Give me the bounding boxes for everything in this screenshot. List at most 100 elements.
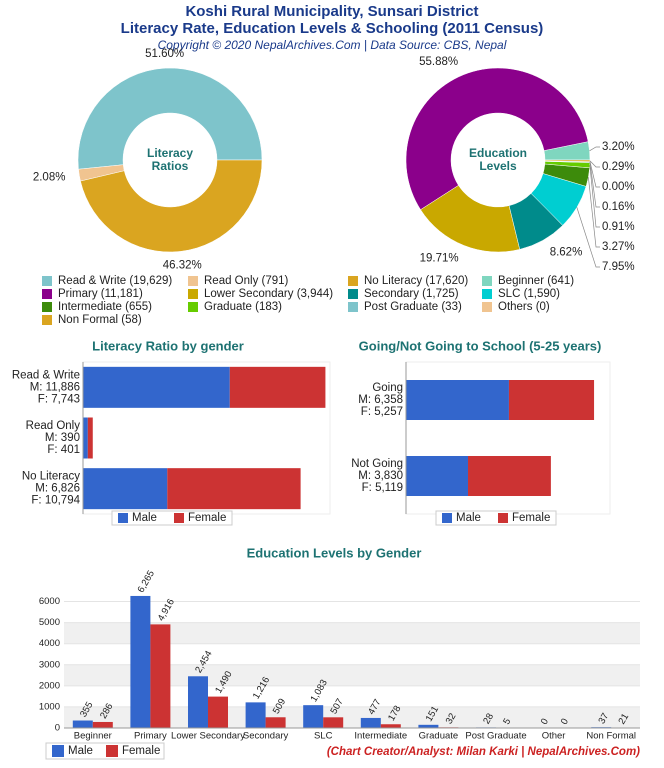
leader-line bbox=[589, 146, 600, 152]
grid-band bbox=[64, 622, 640, 644]
slice-label: 3.27% bbox=[602, 241, 635, 253]
y-tick-label: 2000 bbox=[39, 680, 60, 691]
legend-label: SLC (1,590) bbox=[498, 288, 560, 300]
leader-line bbox=[589, 165, 600, 228]
bar bbox=[167, 468, 301, 510]
bar bbox=[87, 417, 93, 459]
slice-label: 51.60% bbox=[145, 48, 184, 60]
value-label: 32 bbox=[444, 711, 459, 726]
legend-swatch bbox=[42, 276, 52, 286]
value-label: M: 6,826 bbox=[35, 483, 80, 495]
legend-swatch bbox=[348, 276, 358, 286]
bar bbox=[150, 624, 171, 728]
legend-box bbox=[45, 742, 165, 760]
donut-slice bbox=[80, 159, 263, 253]
legend-box bbox=[111, 510, 233, 526]
value-label: 37 bbox=[596, 711, 611, 726]
legend-swatch bbox=[442, 513, 452, 523]
legend-label: Others (0) bbox=[498, 301, 550, 313]
legend-label: Read Only (791) bbox=[204, 275, 289, 287]
legend-label: Female bbox=[188, 512, 226, 524]
value-label: 6,265 bbox=[136, 569, 157, 595]
slice-label: 46.32% bbox=[163, 259, 202, 271]
bar bbox=[208, 696, 228, 728]
legend-swatch bbox=[42, 302, 52, 312]
bar bbox=[380, 724, 401, 728]
donut-center-label: Levels bbox=[479, 159, 517, 173]
y-tick-label: 6000 bbox=[39, 596, 60, 607]
value-label: 4,916 bbox=[156, 597, 177, 623]
y-tick-label: 1000 bbox=[39, 701, 60, 712]
value-label: 0 bbox=[559, 717, 571, 727]
copyright: Copyright © 2020 NepalArchives.Com | Dat… bbox=[158, 38, 507, 52]
legend-swatch bbox=[498, 513, 508, 523]
donut-center-label: Ratios bbox=[152, 159, 189, 173]
value-label: 0 bbox=[539, 717, 551, 727]
legend-label: Post Graduate (33) bbox=[364, 301, 462, 313]
slice-label: 0.00% bbox=[602, 181, 635, 193]
bar bbox=[83, 417, 88, 459]
donut-slice bbox=[77, 67, 263, 170]
value-label: M: 3,830 bbox=[358, 470, 403, 482]
x-tick-label: SLC bbox=[314, 731, 333, 742]
legend-swatch bbox=[188, 302, 198, 312]
bar bbox=[188, 676, 208, 728]
value-label: M: 6,358 bbox=[358, 394, 403, 406]
value-label: 28 bbox=[481, 712, 496, 727]
x-tick-label: Lower Secondary bbox=[171, 731, 245, 742]
value-label: F: 401 bbox=[47, 444, 80, 456]
x-tick-label: Other bbox=[542, 731, 566, 742]
chart-title: Literacy Ratio by gender bbox=[92, 338, 244, 353]
x-tick-label: Post Graduate bbox=[465, 731, 526, 742]
bar bbox=[360, 717, 381, 728]
slice-label: 3.20% bbox=[602, 141, 635, 153]
legend-label: No Literacy (17,620) bbox=[364, 275, 468, 287]
leader-line bbox=[588, 177, 600, 248]
y-tick-label: 0 bbox=[55, 723, 60, 734]
value-label: F: 5,119 bbox=[362, 482, 403, 494]
slice-label: 2.08% bbox=[33, 172, 66, 184]
legend-swatch bbox=[42, 289, 52, 299]
leader-line bbox=[576, 207, 600, 268]
bar bbox=[406, 456, 469, 496]
legend-label: Male bbox=[456, 512, 481, 524]
slice-label: 0.91% bbox=[602, 221, 635, 233]
category-label: Read Only bbox=[26, 420, 81, 432]
legend-box bbox=[435, 510, 557, 526]
bar bbox=[468, 456, 551, 496]
page-title: Koshi Rural Municipality, Sunsari Distri… bbox=[185, 3, 478, 20]
y-tick-label: 3000 bbox=[39, 659, 60, 670]
leader-line bbox=[589, 162, 600, 208]
slice-label: 0.16% bbox=[602, 201, 635, 213]
value-label: F: 7,743 bbox=[38, 393, 80, 405]
x-tick-label: Graduate bbox=[419, 731, 459, 742]
legend-swatch bbox=[52, 745, 64, 757]
bar bbox=[83, 366, 230, 408]
footer: (Chart Creator/Analyst: Milan Karki | Ne… bbox=[327, 746, 640, 758]
value-label: 5 bbox=[501, 717, 513, 727]
legend-swatch bbox=[188, 289, 198, 299]
value-label: 21 bbox=[616, 712, 631, 727]
value-label: M: 11,886 bbox=[30, 381, 80, 393]
slice-label: 19.71% bbox=[420, 252, 459, 264]
x-tick-label: Beginner bbox=[74, 731, 112, 742]
x-tick-label: Non Formal bbox=[586, 731, 636, 742]
legend-label: Non Formal (58) bbox=[58, 314, 142, 326]
bar bbox=[245, 702, 266, 728]
bar bbox=[92, 721, 113, 728]
donut-center-label: Education bbox=[469, 146, 527, 160]
bar bbox=[406, 380, 509, 420]
legend-label: Read & Write (19,629) bbox=[58, 275, 172, 287]
legend-label: Lower Secondary (3,944) bbox=[204, 288, 333, 300]
bar bbox=[303, 705, 324, 728]
legend-swatch bbox=[42, 315, 52, 325]
legend-label: Female bbox=[512, 512, 550, 524]
bar bbox=[418, 724, 439, 728]
legend-label: Primary (11,181) bbox=[58, 288, 143, 300]
slice-label: 0.29% bbox=[602, 161, 635, 173]
legend-swatch bbox=[188, 276, 198, 286]
slice-label: 7.95% bbox=[602, 261, 635, 273]
legend-label: Beginner (641) bbox=[498, 275, 574, 287]
legend-swatch bbox=[106, 745, 118, 757]
